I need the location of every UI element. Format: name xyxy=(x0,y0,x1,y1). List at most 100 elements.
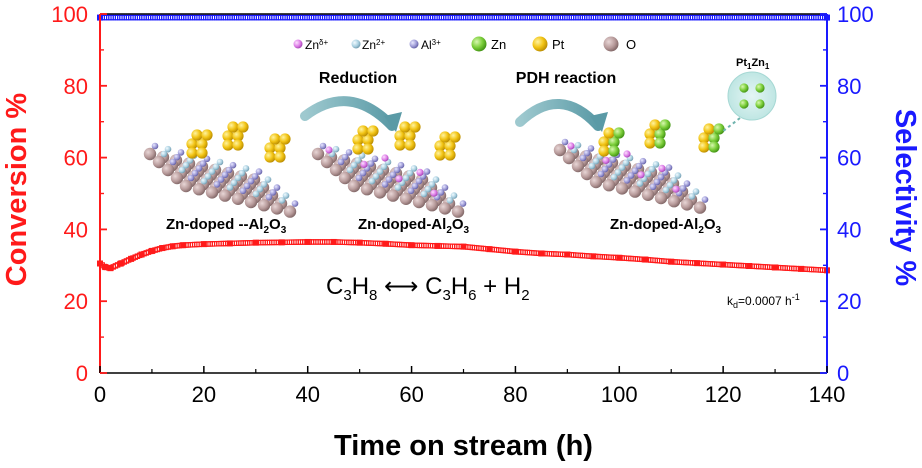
oxygen-atom xyxy=(360,183,374,196)
platinum-atom xyxy=(264,151,276,163)
oxygen-atom xyxy=(654,191,668,205)
zinc-ion-atom xyxy=(648,165,656,173)
zinc-atom xyxy=(608,136,620,148)
zinc-ion-atom xyxy=(380,163,388,171)
zinc-ion-atom xyxy=(216,158,224,166)
platinum-atom xyxy=(404,139,416,151)
zinc-ion-atom xyxy=(230,179,238,187)
data-point xyxy=(138,251,145,258)
platinum-atom xyxy=(196,138,208,150)
aluminum-atom xyxy=(173,153,181,161)
platinum-atom xyxy=(409,121,421,133)
platinum-atom xyxy=(449,131,461,143)
aluminum-atom xyxy=(265,193,273,201)
zinc-ion-atom xyxy=(674,172,682,179)
aluminum-atom xyxy=(385,176,393,183)
x-tick-label: 100 xyxy=(601,382,638,407)
platinum-atom xyxy=(698,132,710,144)
zinc-atom xyxy=(613,127,625,139)
data-point xyxy=(304,238,311,245)
aluminum-atom xyxy=(213,181,221,188)
zinc-atom xyxy=(608,145,620,157)
platinum-atom xyxy=(352,134,364,146)
aluminum-atom xyxy=(609,156,617,163)
aluminum-atom xyxy=(273,184,281,191)
platinum-atom xyxy=(222,130,234,142)
aluminum-atom xyxy=(345,149,353,156)
zinc-delta-atom xyxy=(658,164,666,172)
zinc-delta-atom xyxy=(623,150,631,158)
oxygen-atom xyxy=(311,147,325,161)
zinc-atom xyxy=(739,83,749,93)
conversion-series xyxy=(97,238,830,274)
platinum-atom xyxy=(598,136,610,148)
platinum-atom xyxy=(232,130,244,142)
zinc-ion-atom xyxy=(450,192,458,199)
zinc-ion-atom xyxy=(420,190,428,198)
platinum-atom xyxy=(649,119,661,131)
platinum-atom xyxy=(399,121,411,133)
oxygen-atom xyxy=(192,183,206,196)
data-point xyxy=(798,265,805,272)
data-point xyxy=(720,261,727,268)
zinc-ion-atom xyxy=(242,165,250,172)
oxygen-atom xyxy=(580,167,594,181)
data-point xyxy=(408,242,415,249)
aluminum-atom xyxy=(151,142,159,150)
zinc-ion-atom xyxy=(670,177,678,184)
aluminum-atom xyxy=(597,170,605,178)
zinc-ion-atom xyxy=(332,145,340,153)
zinc-ion-atom xyxy=(376,168,384,175)
oxygen-atom xyxy=(399,192,413,205)
zinc-delta-atom xyxy=(672,185,680,193)
x-axis-title: Time on stream (h) xyxy=(334,430,593,462)
zinc-ion-atom xyxy=(394,184,402,191)
reduction-arrowhead xyxy=(384,112,402,132)
oxygen-atom xyxy=(553,143,567,157)
support-label-2: Zn-doped-Al2O3 xyxy=(358,216,470,236)
platinum-atom xyxy=(598,145,610,157)
aluminum-atom xyxy=(397,161,405,169)
aluminum-atom xyxy=(221,171,229,179)
aluminum-atom xyxy=(217,176,225,183)
oxygen-atom xyxy=(244,195,258,209)
data-point xyxy=(694,260,701,267)
platinum-atom xyxy=(186,147,198,159)
zinc-ion-atom xyxy=(644,170,652,178)
oxygen-atom xyxy=(589,175,603,189)
zinc-atom xyxy=(654,128,666,140)
zinc-delta-atom xyxy=(602,156,610,164)
platinum-atom xyxy=(434,149,446,161)
platinum-atom xyxy=(404,130,416,142)
aluminum-atom xyxy=(367,160,375,167)
zinc-ion-atom xyxy=(432,176,440,183)
platinum-atom xyxy=(222,139,234,151)
oxygen-atom xyxy=(152,155,166,169)
aluminum-atom xyxy=(415,177,423,185)
y-right-tick-label: 100 xyxy=(837,2,874,27)
support-label-3: Zn-doped-Al2O3 xyxy=(610,216,722,236)
platinum-atom xyxy=(237,121,249,133)
x-tick-label: 120 xyxy=(705,382,742,407)
platinum-atom xyxy=(439,131,451,143)
aluminum-atom xyxy=(683,180,691,187)
oxygen-atom xyxy=(338,171,352,185)
y-left-tick-label: 80 xyxy=(64,74,88,99)
y-left-tick-label: 20 xyxy=(64,289,88,314)
aluminum-atom xyxy=(269,189,277,196)
zinc-ion-atom xyxy=(622,159,630,167)
data-point xyxy=(180,242,187,249)
zinc-atom xyxy=(659,119,671,131)
y-right-tick-label: 20 xyxy=(837,289,861,314)
oxygen-atom xyxy=(205,186,219,199)
zinc-ion-atom xyxy=(252,190,260,198)
x-tick-label: 20 xyxy=(192,382,216,407)
zinc-ion-atom xyxy=(234,174,242,182)
aluminum-atom xyxy=(679,185,687,192)
oxygen-atom xyxy=(283,205,297,218)
reduction-arrow xyxy=(300,96,397,131)
data-point xyxy=(616,254,623,261)
y-right-tick-label: 80 xyxy=(837,74,861,99)
zinc-ion-atom xyxy=(178,166,186,174)
data-point xyxy=(200,241,207,248)
